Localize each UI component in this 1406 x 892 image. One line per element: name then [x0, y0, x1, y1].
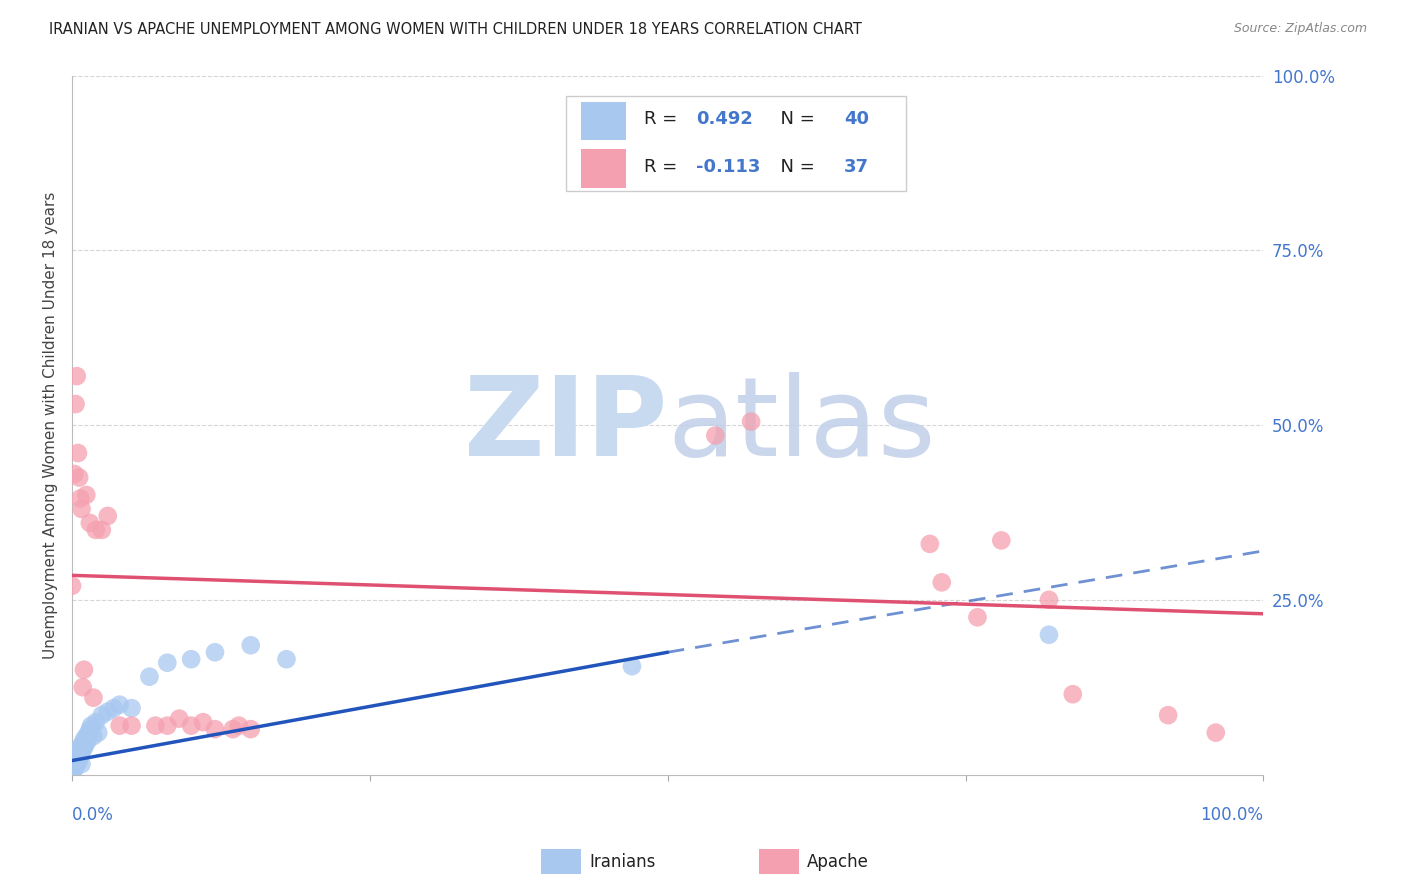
Point [145, 718, 167, 732]
Point [67, 470, 90, 484]
Point [620, 659, 643, 673]
Text: -0.113: -0.113 [696, 158, 761, 176]
Point [1038, 628, 1060, 642]
Text: 40: 40 [844, 111, 869, 128]
Point [90, 523, 112, 537]
Point [1157, 708, 1180, 723]
Text: N =: N = [769, 111, 821, 128]
Point [1062, 687, 1084, 701]
Point [180, 652, 202, 666]
Point [66, 750, 89, 764]
Text: Source: ZipAtlas.com: Source: ZipAtlas.com [1233, 22, 1367, 36]
Point [69, 747, 91, 762]
Point [108, 698, 131, 712]
Point [990, 533, 1012, 548]
Point [97, 508, 120, 523]
Text: 100.0%: 100.0% [1201, 806, 1264, 824]
Point [239, 638, 262, 652]
Text: 0.0%: 0.0% [72, 806, 114, 824]
Point [204, 722, 226, 736]
Point [239, 722, 262, 736]
Text: R =: R = [644, 111, 683, 128]
FancyBboxPatch shape [581, 149, 626, 187]
Point [67, 743, 90, 757]
Point [918, 537, 941, 551]
Point [82, 729, 104, 743]
Text: N =: N = [769, 158, 821, 176]
Point [97, 705, 120, 719]
Text: 0.492: 0.492 [696, 111, 754, 128]
Point [65, 754, 87, 768]
Point [72, 736, 94, 750]
Text: ZIP: ZIP [464, 372, 668, 478]
Point [73, 732, 96, 747]
Point [66, 757, 89, 772]
Point [73, 741, 96, 756]
Point [1205, 725, 1227, 739]
FancyBboxPatch shape [581, 102, 626, 140]
Point [70, 502, 93, 516]
Y-axis label: Unemployment Among Women with Children Under 18 years: Unemployment Among Women with Children U… [44, 192, 58, 658]
Point [72, 680, 94, 694]
Point [65, 397, 87, 411]
Point [66, 755, 89, 769]
FancyBboxPatch shape [567, 96, 905, 191]
Point [704, 428, 727, 442]
Point [62, 764, 84, 778]
Point [69, 491, 91, 506]
Point [82, 690, 104, 705]
Point [138, 670, 160, 684]
Point [69, 739, 91, 754]
Point [66, 446, 89, 460]
Point [79, 722, 101, 736]
Point [167, 712, 190, 726]
Point [156, 718, 179, 732]
Point [84, 715, 107, 730]
Point [79, 516, 101, 530]
Point [180, 718, 202, 732]
Point [84, 523, 107, 537]
Point [121, 718, 143, 732]
Point [108, 718, 131, 732]
Point [204, 645, 226, 659]
Point [65, 759, 87, 773]
Point [87, 725, 110, 739]
Point [121, 701, 143, 715]
Point [276, 652, 298, 666]
Text: R =: R = [644, 158, 683, 176]
Point [66, 369, 89, 384]
Point [228, 718, 250, 732]
Text: Apache: Apache [807, 853, 869, 871]
Point [63, 762, 86, 776]
Point [156, 656, 179, 670]
Point [66, 747, 89, 761]
Text: Iranians: Iranians [589, 853, 655, 871]
Point [1038, 592, 1060, 607]
Point [222, 722, 245, 736]
Text: atlas: atlas [668, 372, 936, 478]
Point [76, 734, 98, 748]
Point [75, 488, 97, 502]
Point [103, 701, 125, 715]
Point [931, 575, 953, 590]
Point [966, 610, 988, 624]
Text: 37: 37 [844, 158, 869, 176]
Point [90, 708, 112, 723]
Point [67, 752, 90, 766]
Point [70, 757, 93, 772]
Point [80, 718, 103, 732]
Text: IRANIAN VS APACHE UNEMPLOYMENT AMONG WOMEN WITH CHILDREN UNDER 18 YEARS CORRELAT: IRANIAN VS APACHE UNEMPLOYMENT AMONG WOM… [49, 22, 862, 37]
Point [75, 729, 97, 743]
Point [60, 579, 83, 593]
Point [63, 467, 86, 481]
Point [740, 415, 762, 429]
Point [70, 745, 93, 759]
Point [77, 725, 100, 739]
Point [75, 738, 97, 752]
Point [60, 761, 83, 775]
Point [73, 663, 96, 677]
Point [191, 715, 214, 730]
